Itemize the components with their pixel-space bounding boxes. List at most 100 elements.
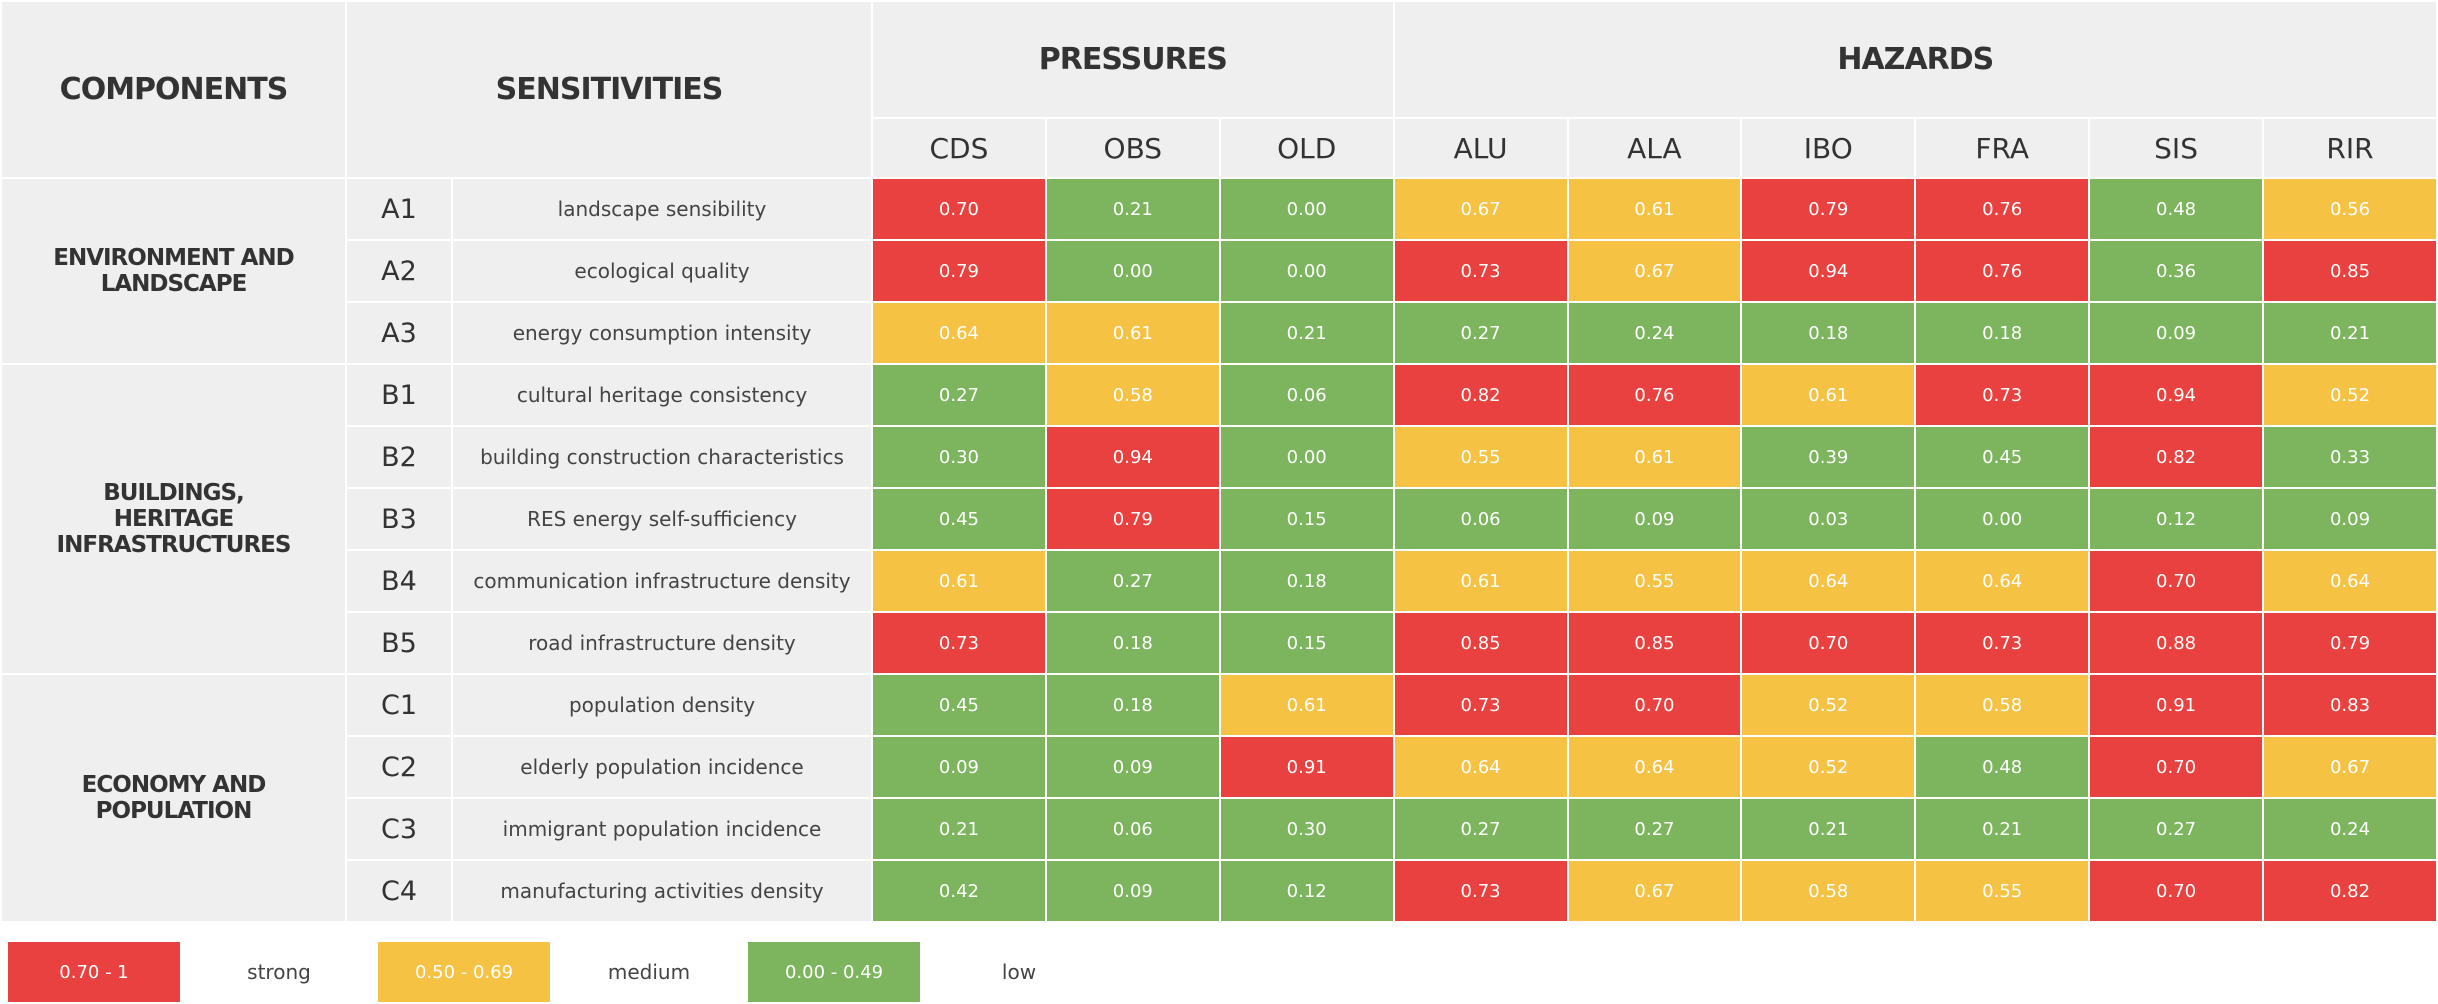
- value-cell: 0.67: [2262, 735, 2438, 799]
- value-cell: 0.12: [1218, 859, 1395, 923]
- data-row: BUILDINGS, HERITAGE INFRASTRUCTURES B1 cul…: [0, 363, 2438, 675]
- value-cell: 0.15: [1218, 487, 1395, 551]
- value-cell: 0.48: [1914, 735, 2091, 799]
- value-cell: 0.21: [1218, 301, 1395, 365]
- value-cell: 0.18: [1914, 301, 2091, 365]
- sensitivity-table: COMPONENTS SENSITIVITIES PRESSURES HAZARDS C…: [0, 0, 2438, 923]
- value-cell: 0.00: [1044, 239, 1221, 303]
- value-cell: 0.73: [871, 611, 1047, 675]
- value-cell: 0.45: [871, 487, 1047, 551]
- value-cell: 0.55: [1566, 549, 1743, 613]
- value-cell: 0.27: [1044, 549, 1221, 613]
- legend-swatch: 0.70 - 1: [8, 942, 180, 1002]
- value-cell: 0.58: [1914, 673, 2091, 737]
- value-cell: 0.82: [2088, 425, 2264, 489]
- value-cell: 0.91: [1218, 735, 1395, 799]
- value-cell: 0.24: [1566, 301, 1743, 365]
- value-cell: 0.48: [2088, 177, 2264, 241]
- column-header: OLD: [1218, 117, 1395, 179]
- row-code: B5: [345, 611, 453, 675]
- row-label: ecological quality: [451, 239, 873, 303]
- column-header: IBO: [1740, 117, 1917, 179]
- value-cell: 0.45: [871, 673, 1047, 737]
- value-cell: 0.82: [1392, 363, 1569, 427]
- value-cell: 0.21: [2262, 301, 2438, 365]
- column-header: SIS: [2088, 117, 2264, 179]
- column-header: OBS: [1044, 117, 1221, 179]
- value-cell: 0.64: [1566, 735, 1743, 799]
- value-cell: 0.09: [1566, 487, 1743, 551]
- data-row: B4 communication infrastructure density 0.…: [1, 549, 2438, 613]
- legend-label: low: [1001, 960, 1037, 984]
- value-cell: 0.55: [1914, 859, 2091, 923]
- row-code: C2: [345, 735, 453, 799]
- value-cell: 0.21: [871, 797, 1047, 861]
- value-cell: 0.82: [2262, 859, 2438, 923]
- value-cell: 0.21: [1044, 177, 1221, 241]
- component-label: ECONOMY AND POPULATION: [0, 673, 347, 923]
- value-cell: 0.39: [1740, 425, 1917, 489]
- legend-swatch: 0.50 - 0.69: [378, 942, 550, 1002]
- value-cell: 0.73: [1392, 239, 1569, 303]
- column-header: CDS: [871, 117, 1047, 179]
- group-header: HAZARDS: [1392, 0, 2438, 119]
- row-code: C4: [345, 859, 453, 923]
- legend-swatch: 0.00 - 0.49: [748, 942, 920, 1002]
- value-cell: 0.73: [1914, 363, 2091, 427]
- row-label: communication infrastructure density: [451, 549, 873, 613]
- value-cell: 0.18: [1044, 673, 1221, 737]
- row-label: manufacturing activities density: [451, 859, 873, 923]
- value-cell: 0.06: [1218, 363, 1395, 427]
- value-cell: 0.36: [2088, 239, 2264, 303]
- value-cell: 0.52: [1740, 735, 1917, 799]
- value-cell: 0.58: [1044, 363, 1221, 427]
- header-row: CDS OBS OLD ALU ALA IBO FRA SIS RIR: [1, 117, 2438, 179]
- value-cell: 0.61: [1740, 363, 1917, 427]
- value-cell: 0.94: [1740, 239, 1917, 303]
- value-cell: 0.79: [871, 239, 1047, 303]
- value-cell: 0.58: [1740, 859, 1917, 923]
- row-label: building construction characteristics: [451, 425, 873, 489]
- value-cell: 0.85: [1392, 611, 1569, 675]
- components-header: COMPONENTS: [0, 0, 347, 179]
- data-row: C3 immigrant population incidence 0.21 0.06…: [1, 797, 2438, 861]
- row-code: B2: [345, 425, 453, 489]
- row-code: A2: [345, 239, 453, 303]
- row-code: B3: [345, 487, 453, 551]
- value-cell: 0.55: [1392, 425, 1569, 489]
- value-cell: 0.09: [1044, 735, 1221, 799]
- value-cell: 0.27: [2088, 797, 2264, 861]
- header-row: COMPONENTS SENSITIVITIES PRESSURES HAZARDS: [0, 0, 2438, 179]
- value-cell: 0.52: [1740, 673, 1917, 737]
- value-cell: 0.76: [1566, 363, 1743, 427]
- value-cell: 0.61: [1566, 177, 1743, 241]
- value-cell: 0.76: [1914, 239, 2091, 303]
- row-code: B4: [345, 549, 453, 613]
- value-cell: 0.94: [1044, 425, 1221, 489]
- legend-item: 0.70 - 1 strong: [8, 942, 378, 1002]
- component-label: ENVIRONMENT AND LANDSCAPE: [0, 177, 347, 365]
- value-cell: 0.70: [1740, 611, 1917, 675]
- sensitivities-header: SENSITIVITIES: [345, 0, 873, 179]
- value-cell: 0.27: [1392, 797, 1569, 861]
- value-cell: 0.06: [1044, 797, 1221, 861]
- row-label: population density: [451, 673, 873, 737]
- value-cell: 0.52: [2262, 363, 2438, 427]
- value-cell: 0.70: [871, 177, 1047, 241]
- row-code: C1: [345, 673, 453, 737]
- value-cell: 0.94: [2088, 363, 2264, 427]
- value-cell: 0.06: [1392, 487, 1569, 551]
- value-cell: 0.30: [1218, 797, 1395, 861]
- value-cell: 0.09: [871, 735, 1047, 799]
- value-cell: 0.27: [1392, 301, 1569, 365]
- data-row: A2 ecological quality 0.79 0.00 0.00 0.73 0.67…: [1, 239, 2438, 303]
- value-cell: 0.61: [1218, 673, 1395, 737]
- value-cell: 0.30: [871, 425, 1047, 489]
- row-label: road infrastructure density: [451, 611, 873, 675]
- legend-item: 0.50 - 0.69 medium: [378, 942, 748, 1002]
- value-cell: 0.67: [1566, 239, 1743, 303]
- value-cell: 0.56: [2262, 177, 2438, 241]
- value-cell: 0.85: [2262, 239, 2438, 303]
- data-row: ECONOMY AND POPULATION C1 population densi…: [0, 673, 2438, 923]
